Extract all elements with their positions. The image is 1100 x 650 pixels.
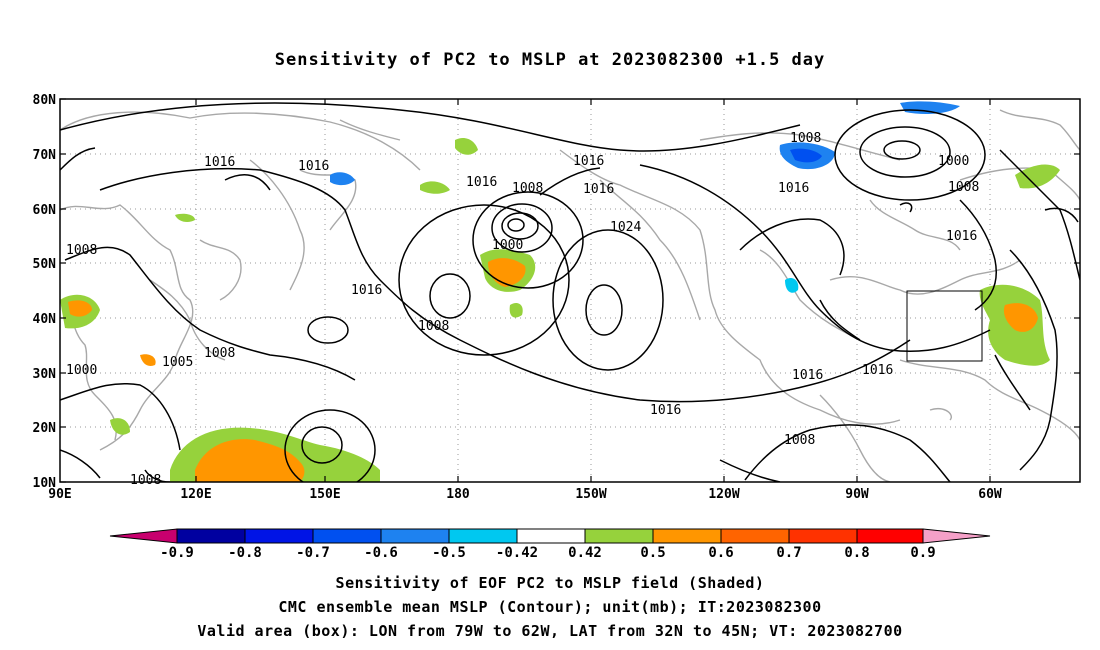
map-title: Sensitivity of PC2 to MSLP at 2023082300… [274,50,826,70]
lat-label: 60N [33,203,57,218]
lat-label: 40N [33,312,57,327]
lon-label: 120W [708,487,739,502]
coastlines [60,109,1080,482]
lon-label: 150W [575,487,606,502]
colorbar: -0.9 -0.8 -0.7 -0.6 -0.5 -0.42 0.42 0.5 … [109,528,991,561]
contour-label: 1016 [573,154,604,169]
contour-label: 1024 [610,220,641,235]
latitude-labels: 80N 70N 60N 50N 40N 30N 20N 10N [33,93,57,491]
lat-label: 50N [33,257,57,272]
lon-label: 60W [978,487,1002,502]
colorbar-label: -0.5 [432,545,466,561]
lon-label: 90W [845,487,869,502]
contour-label: 1016 [466,175,497,190]
colorbar-label: 0.42 [568,545,602,561]
colorbar-swatch [380,528,450,544]
contour-label: 1008 [784,433,815,448]
contour-label: 1008 [418,319,449,334]
lat-label: 30N [33,367,57,382]
colorbar-label: 0.9 [910,545,935,561]
colorbar-label: 0.6 [708,545,733,561]
map-frame [59,98,1081,483]
colorbar-swatch [584,528,654,544]
colorbar-label: 0.5 [640,545,665,561]
colorbar-swatch [516,528,586,544]
contour-label: 1000 [492,238,523,253]
mslp-contours [60,102,1080,482]
contour-label: 1016 [583,182,614,197]
contour-label: 1008 [948,180,979,195]
colorbar-swatch [720,528,790,544]
contour-label: 1016 [778,181,809,196]
colorbar-label: -0.7 [296,545,330,561]
lat-label: 10N [33,476,57,491]
colorbar-label: -0.8 [228,545,262,561]
contour-label: 1008 [130,473,161,488]
caption-line-2: CMC ensemble mean MSLP (Contour); unit(m… [278,598,822,616]
colorbar-label: 0.7 [776,545,801,561]
lon-label: 120E [180,487,211,502]
contour-label: 1008 [66,243,97,258]
valid-area-box [906,290,983,362]
colorbar-left-triangle [109,528,178,544]
contour-label: 1000 [66,363,97,378]
contour-label: 1016 [792,368,823,383]
caption-line-3: Valid area (box): LON from 79W to 62W, L… [197,622,903,640]
colorbar-label: -0.9 [160,545,194,561]
contour-label: 1016 [351,283,382,298]
colorbar-swatch [312,528,382,544]
colorbar-swatch [856,528,924,544]
lon-label: 180 [446,487,470,502]
contour-label: 1000 [938,154,969,169]
colorbar-swatch [448,528,518,544]
colorbar-swatch [652,528,722,544]
contour-labels: 1016 1016 1016 1016 1008 1016 1024 1008 … [66,131,979,488]
contour-label: 1016 [862,363,893,378]
contour-label: 1008 [204,346,235,361]
contour-label: 1016 [204,155,235,170]
longitude-labels: 90E 120E 150E 180 150W 120W 90W 60W [48,487,1002,502]
lon-label: 150E [309,487,340,502]
contour-label: 1008 [512,181,543,196]
contour-label: 1005 [162,355,193,370]
caption-line-1: Sensitivity of EOF PC2 to MSLP field (Sh… [335,574,765,592]
lon-label: 90E [48,487,71,502]
lat-label: 70N [33,148,57,163]
colorbar-swatch [244,528,314,544]
contour-label: 1008 [790,131,821,146]
sensitivity-shading [60,101,1060,482]
contour-label: 1016 [650,403,681,418]
contour-label: 1016 [946,229,977,244]
colorbar-label: -0.6 [364,545,398,561]
tick-marks [60,98,1080,483]
lat-label: 20N [33,421,57,436]
colorbar-swatch [176,528,246,544]
colorbar-swatch [788,528,858,544]
colorbar-right-triangle [922,528,991,544]
contour-label: 1016 [298,159,329,174]
colorbar-label: 0.8 [844,545,869,561]
lat-label: 80N [33,93,57,108]
colorbar-label: -0.42 [496,545,538,561]
